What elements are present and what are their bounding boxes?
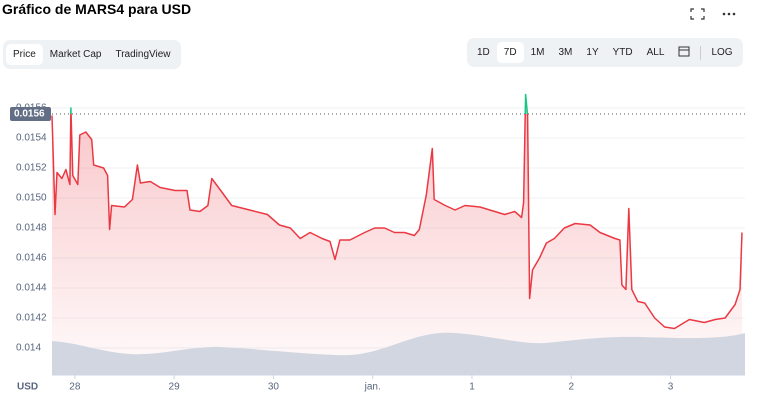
separator — [700, 45, 702, 60]
range-button[interactable]: 1D — [477, 47, 490, 58]
volume-area — [52, 332, 745, 375]
more-icon[interactable] — [722, 12, 736, 16]
x-tick-label: 1 — [469, 382, 475, 393]
range-button[interactable]: 3M — [558, 47, 573, 58]
price-area — [52, 94, 742, 375]
x-tick-label: 28 — [69, 382, 81, 393]
price-marker-label: 0.0156 — [14, 109, 45, 120]
range-button[interactable]: YTD — [612, 47, 633, 58]
x-tick-label: 3 — [668, 382, 674, 393]
range-button[interactable]: 1M — [530, 47, 545, 58]
tab-group: Price Market Cap TradingView — [3, 40, 181, 69]
y-tick-label: 0.0144 — [16, 283, 47, 294]
x-tick-label: 30 — [268, 382, 280, 393]
tab-button[interactable]: TradingView — [115, 49, 171, 60]
fullscreen-icon[interactable] — [690, 8, 705, 20]
log-button[interactable]: LOG — [711, 47, 733, 58]
range-button[interactable]: 1Y — [586, 47, 599, 58]
y-tick-label: 0.0146 — [16, 253, 47, 264]
y-tick-label: 0.0148 — [16, 223, 47, 234]
y-tick-label: 0.014 — [16, 343, 41, 354]
calendar-button[interactable] — [671, 40, 697, 65]
x-tick-label: jan. — [364, 382, 381, 393]
y-tick-label: 0.0142 — [16, 313, 47, 324]
chart-title: Gráfico de MARS4 para USD — [2, 1, 192, 17]
range-button[interactable]: ALL — [646, 47, 665, 58]
y-tick-label: 0.0150 — [16, 193, 47, 204]
price-marker-box — [10, 107, 51, 121]
calendar-icon — [678, 46, 690, 57]
tab-button[interactable]: Market Cap — [49, 49, 102, 60]
tab-button[interactable]: Price — [6, 44, 43, 65]
x-tick-label: 29 — [169, 382, 181, 393]
price-line — [51, 93, 743, 330]
range-group: 1D 7D 1M 3M 1Y YTD ALL LOG — [467, 38, 743, 67]
y-tick-label: 0.0152 — [16, 163, 47, 174]
x-tick-label: 2 — [568, 382, 574, 393]
currency-label: USD — [17, 382, 38, 393]
y-tick-label: 0.0154 — [16, 133, 47, 144]
range-button[interactable]: 7D — [496, 42, 524, 63]
